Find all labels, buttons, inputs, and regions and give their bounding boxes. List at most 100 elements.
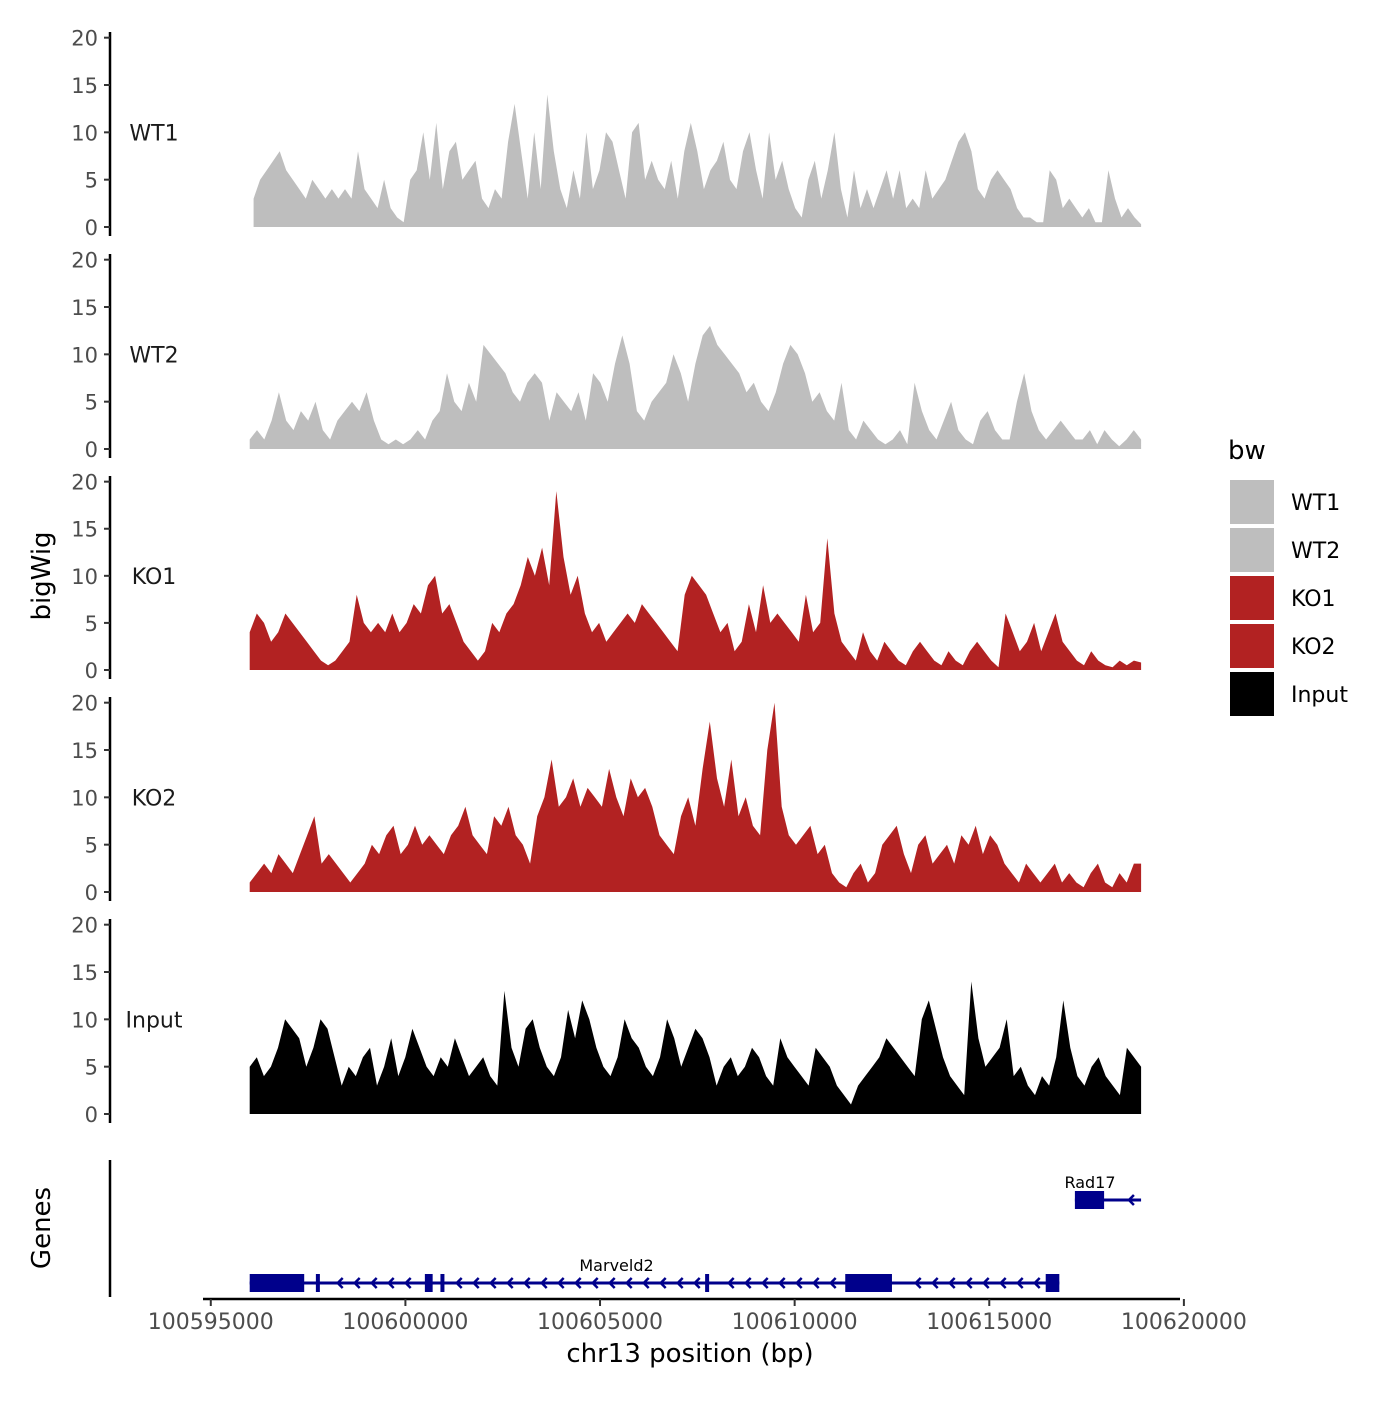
legend-key-wt1 [1230, 480, 1274, 524]
x-axis-title: chr13 position (bp) [566, 1339, 813, 1369]
strand-arrow [675, 1277, 684, 1289]
strand-arrow [998, 1277, 1007, 1289]
coverage-area-ko1 [249, 491, 1142, 670]
strand-arrow [760, 1277, 769, 1289]
coverage-area-ko2 [249, 702, 1142, 892]
y-tick-label: 0 [85, 881, 98, 905]
y-tick-label: 0 [85, 216, 98, 240]
y-tick-label: 10 [71, 786, 98, 810]
exon-marveld2-7 [1045, 1274, 1060, 1292]
coverage-area-input [249, 981, 1142, 1114]
y-tick-label: 0 [85, 1103, 98, 1127]
strand-arrow [471, 1277, 480, 1289]
y-tick-label: 10 [71, 121, 98, 145]
strand-arrow [335, 1277, 344, 1289]
y-axis-title: bigWig [27, 531, 57, 620]
y-tick-label: 20 [71, 692, 98, 716]
legend-title: bw [1228, 436, 1266, 466]
y-tick-label: 20 [71, 471, 98, 495]
y-tick-label: 15 [71, 296, 98, 320]
strand-arrow [726, 1277, 735, 1289]
exon-marveld2-4 [440, 1274, 445, 1292]
x-tick-label: 100620000 [1121, 1310, 1247, 1335]
strand-arrow [692, 1277, 701, 1289]
strand-arrow [930, 1277, 939, 1289]
strand-arrow [658, 1277, 667, 1289]
strand-arrow [522, 1277, 531, 1289]
y-tick-label: 10 [71, 343, 98, 367]
strand-arrow [1032, 1277, 1041, 1289]
strand-arrow [913, 1277, 922, 1289]
y-tick-label: 5 [85, 1056, 98, 1080]
legend-label-ko1: KO1 [1291, 587, 1336, 612]
strand-arrow [556, 1277, 565, 1289]
y-tick-label: 20 [71, 249, 98, 273]
legend-key-input [1230, 672, 1274, 716]
exon-marveld2-6 [845, 1274, 892, 1292]
strand-arrow [369, 1277, 378, 1289]
strand-arrow [743, 1277, 752, 1289]
x-tick-label: 100615000 [926, 1310, 1052, 1335]
y-tick-label: 15 [71, 739, 98, 763]
strand-arrow [811, 1277, 820, 1289]
y-tick-label: 20 [71, 914, 98, 938]
strand-arrow [1127, 1194, 1135, 1206]
legend-key-ko2 [1230, 624, 1274, 668]
exon-marveld2-3 [424, 1274, 433, 1292]
panel-label-wt2: WT2 [129, 343, 178, 368]
strand-arrow [828, 1277, 837, 1289]
strand-arrow [488, 1277, 497, 1289]
y-tick-label: 15 [71, 518, 98, 542]
strand-arrow [624, 1277, 633, 1289]
y-tick-label: 20 [71, 27, 98, 51]
x-tick-label: 100610000 [732, 1310, 858, 1335]
coverage-area-wt2 [249, 325, 1142, 449]
coverage-area-wt1 [253, 94, 1142, 227]
y-tick-label: 5 [85, 391, 98, 415]
y-tick-label: 10 [71, 1008, 98, 1032]
x-tick-label: 100605000 [537, 1310, 663, 1335]
y-tick-label: 10 [71, 565, 98, 589]
strand-arrow [505, 1277, 514, 1289]
panel-label-wt1: WT1 [129, 121, 178, 146]
strand-arrow [403, 1277, 412, 1289]
legend-label-wt1: WT1 [1291, 491, 1340, 516]
x-tick-label: 100600000 [342, 1310, 468, 1335]
strand-arrow [981, 1277, 990, 1289]
strand-arrow [454, 1277, 463, 1289]
y-tick-label: 15 [71, 74, 98, 98]
exon-marveld2-5 [705, 1274, 710, 1292]
strand-arrow [590, 1277, 599, 1289]
exon-rad17-1 [1074, 1191, 1105, 1209]
y-tick-label: 15 [71, 961, 98, 985]
legend-key-wt2 [1230, 528, 1274, 572]
panel-label-ko1: KO1 [132, 565, 177, 590]
exon-marveld2-2 [315, 1274, 320, 1292]
strand-arrow [386, 1277, 395, 1289]
strand-arrow [539, 1277, 548, 1289]
panel-label-input: Input [126, 1008, 183, 1033]
genes-axis-title: Genes [27, 1187, 57, 1269]
y-tick-label: 0 [85, 438, 98, 462]
gene-label-rad17: Rad17 [1064, 1173, 1115, 1192]
strand-arrow [777, 1277, 786, 1289]
y-tick-label: 0 [85, 659, 98, 683]
strand-arrow [964, 1277, 973, 1289]
legend-label-input: Input [1291, 683, 1348, 708]
strand-arrow [573, 1277, 582, 1289]
strand-arrow [607, 1277, 616, 1289]
strand-arrow [641, 1277, 650, 1289]
strand-arrow [794, 1277, 803, 1289]
legend-label-wt2: WT2 [1291, 539, 1340, 564]
strand-arrow [1015, 1277, 1024, 1289]
exon-marveld2-1 [249, 1274, 305, 1292]
strand-arrow [947, 1277, 956, 1289]
y-tick-label: 5 [85, 612, 98, 636]
legend-key-ko1 [1230, 576, 1274, 620]
legend-label-ko2: KO2 [1291, 635, 1336, 660]
strand-arrow [352, 1277, 361, 1289]
x-tick-label: 100595000 [148, 1310, 274, 1335]
panel-label-ko2: KO2 [132, 786, 177, 811]
